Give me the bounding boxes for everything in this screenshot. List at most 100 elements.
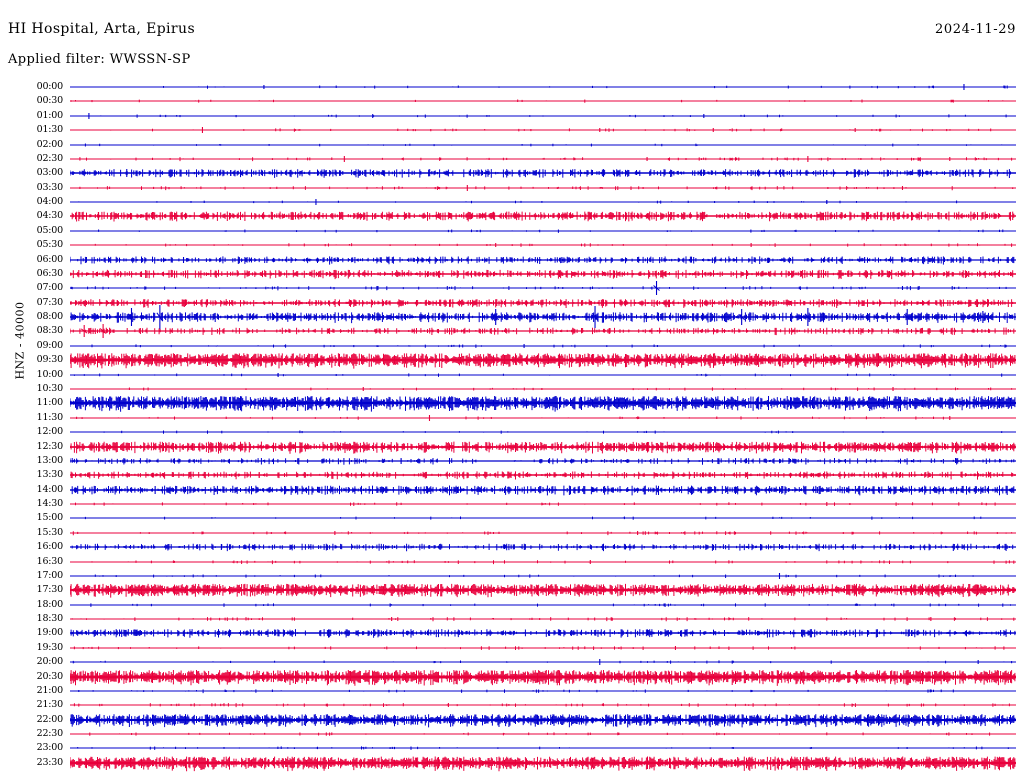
trace-time-label: 17:00 [36,570,64,581]
trace-waveform [70,415,1016,421]
trace-row: 00:00 [0,82,1024,96]
trace-waveform [70,560,1016,565]
trace-row: 17:00 [0,571,1024,585]
trace-row: 18:30 [0,614,1024,628]
trace-waveform [70,127,1016,133]
trace-waveform [70,156,1016,162]
trace-time-label: 17:30 [36,584,64,595]
trace-time-label: 19:00 [36,627,64,638]
trace-time-label: 01:30 [36,124,64,135]
trace-waveform [70,471,1016,480]
trace-waveform [70,732,1016,736]
trace-row: 16:30 [0,557,1024,571]
trace-waveform [70,353,1016,369]
trace-time-label: 11:00 [36,397,64,408]
trace-row: 12:30 [0,442,1024,456]
trace-time-label: 06:00 [36,254,64,265]
trace-waveform [70,502,1016,507]
trace-row: 12:00 [0,427,1024,441]
trace-time-label: 18:30 [36,613,64,624]
trace-row: 20:30 [0,669,1024,686]
trace-waveform [70,617,1016,622]
trace-time-label: 03:30 [36,182,64,193]
trace-row: 00:30 [0,96,1024,110]
trace-row: 08:30 [0,324,1024,340]
trace-waveform [70,281,1016,295]
trace-time-label: 05:00 [36,225,64,236]
trace-row: 04:00 [0,197,1024,211]
trace-row: 16:00 [0,542,1024,556]
trace-time-label: 13:30 [36,469,64,480]
trace-row: 21:00 [0,686,1024,700]
trace-time-label: 21:30 [36,699,64,710]
trace-row: 17:30 [0,583,1024,599]
trace-waveform [70,211,1016,222]
trace-waveform [70,256,1016,265]
trace-time-label: 10:30 [36,383,64,394]
trace-waveform [70,689,1016,694]
trace-time-label: 18:00 [36,599,64,610]
trace-waveform [70,344,1016,348]
trace-waveform [70,646,1016,651]
trace-time-label: 07:00 [36,282,64,293]
trace-row: 08:00 [0,305,1024,329]
trace-time-label: 15:30 [36,527,64,538]
trace-row: 05:00 [0,226,1024,240]
trace-time-label: 08:30 [36,325,64,336]
trace-time-label: 15:00 [36,512,64,523]
trace-row: 06:30 [0,269,1024,283]
trace-row: 06:00 [0,255,1024,269]
trace-row: 11:30 [0,413,1024,427]
trace-waveform [70,169,1016,179]
trace-row: 23:00 [0,743,1024,757]
trace-waveform [70,703,1016,708]
trace-waveform [70,531,1016,536]
trace-row: 13:30 [0,470,1024,484]
trace-waveform [70,185,1016,191]
trace-time-label: 22:30 [36,728,64,739]
trace-time-label: 03:00 [36,167,64,178]
trace-time-label: 23:00 [36,742,64,753]
trace-time-label: 00:30 [36,95,64,106]
trace-row: 10:00 [0,370,1024,384]
trace-waveform [70,143,1016,147]
trace-row: 09:30 [0,353,1024,369]
trace-row: 22:30 [0,729,1024,743]
trace-row: 07:00 [0,281,1024,297]
trace-waveform [70,746,1016,750]
trace-waveform [70,659,1016,665]
trace-row: 22:00 [0,714,1024,729]
trace-waveform [70,84,1016,90]
page-title: HI Hospital, Arta, Epirus [8,21,196,37]
trace-time-label: 06:30 [36,268,64,279]
trace-row: 14:30 [0,499,1024,513]
trace-row: 07:30 [0,298,1024,312]
trace-row: 10:30 [0,384,1024,398]
trace-waveform [70,229,1016,233]
trace-time-label: 20:30 [36,671,64,682]
trace-waveform [70,714,1016,728]
trace-waveform [70,299,1016,309]
trace-time-label: 09:00 [36,340,64,351]
trace-time-label: 11:30 [36,412,64,423]
trace-waveform [70,269,1016,280]
trace-waveform [70,573,1016,579]
applied-filter-label: Applied filter: WWSSN-SP [8,52,191,67]
trace-row: 02:30 [0,154,1024,168]
trace-waveform [70,324,1016,338]
trace-row: 15:00 [0,513,1024,527]
trace-row: 21:30 [0,700,1024,714]
trace-row: 03:30 [0,183,1024,197]
trace-waveform [70,430,1016,434]
trace-waveform [70,603,1016,607]
trace-time-label: 01:00 [36,110,64,121]
trace-row: 03:00 [0,168,1024,182]
trace-row: 19:30 [0,643,1024,657]
trace-time-label: 02:00 [36,139,64,150]
trace-row: 14:00 [0,485,1024,499]
trace-time-label: 13:00 [36,455,64,466]
trace-waveform [70,583,1016,598]
trace-time-label: 12:30 [36,441,64,452]
trace-time-label: 20:00 [36,656,64,667]
